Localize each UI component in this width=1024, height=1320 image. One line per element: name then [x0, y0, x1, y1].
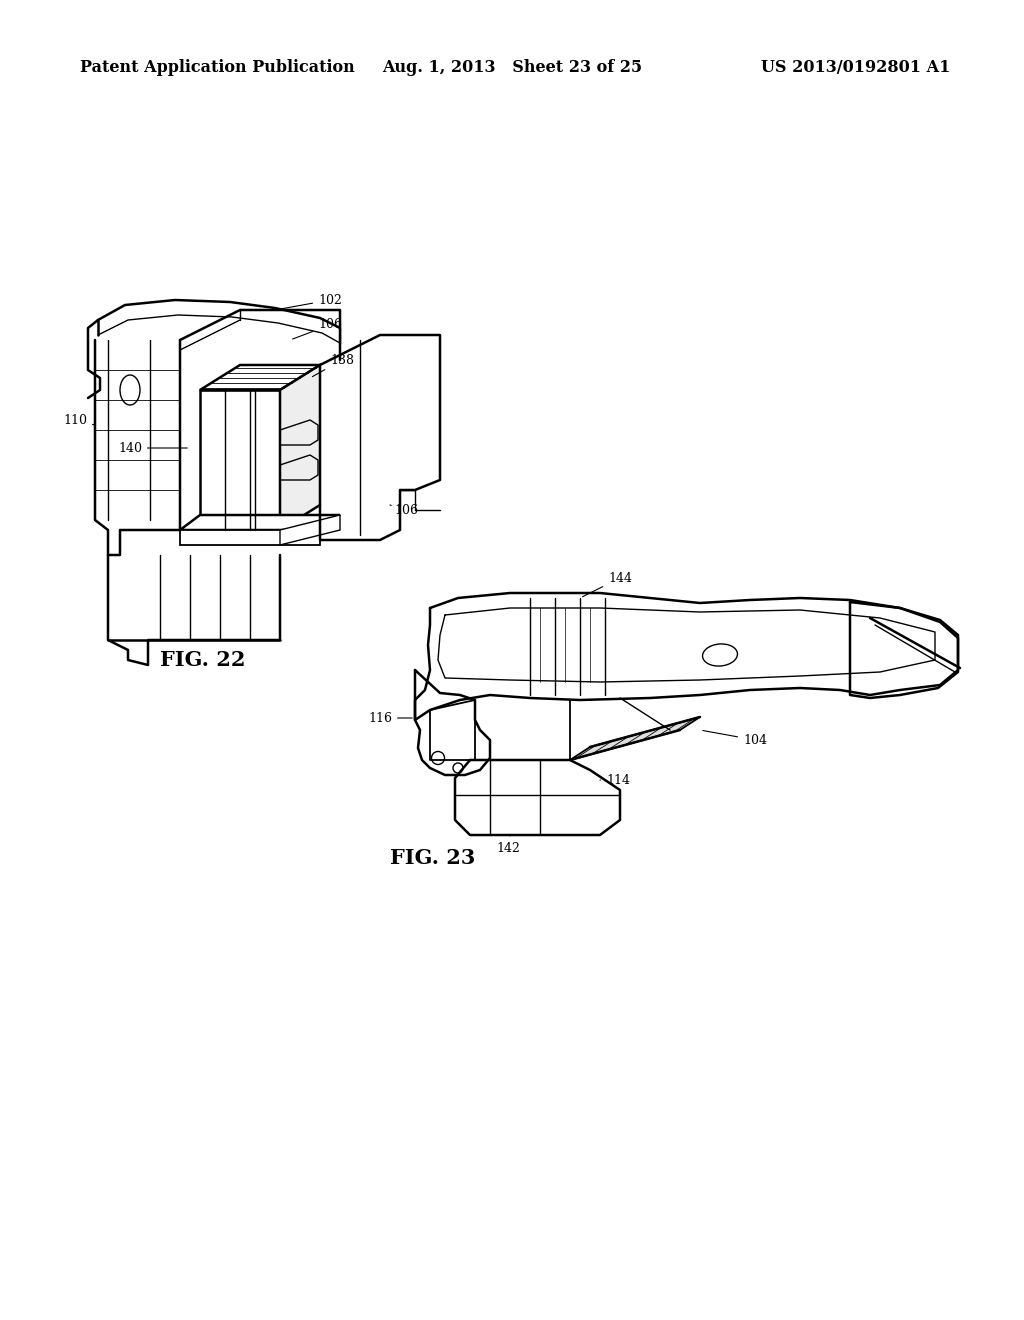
Text: 114: 114	[600, 774, 630, 787]
Polygon shape	[200, 389, 280, 531]
Polygon shape	[570, 717, 700, 760]
Polygon shape	[180, 531, 319, 545]
Text: 102: 102	[278, 293, 342, 309]
Polygon shape	[200, 366, 319, 389]
Text: 140: 140	[118, 441, 187, 454]
Text: Patent Application Publication: Patent Application Publication	[80, 59, 354, 77]
Text: 106: 106	[293, 318, 342, 339]
Text: 106: 106	[390, 503, 418, 516]
Text: Aug. 1, 2013   Sheet 23 of 25: Aug. 1, 2013 Sheet 23 of 25	[382, 59, 642, 77]
Text: FIG. 22: FIG. 22	[160, 649, 246, 671]
Polygon shape	[280, 366, 319, 531]
Text: FIG. 23: FIG. 23	[390, 847, 475, 869]
Text: 142: 142	[496, 836, 520, 854]
Text: 144: 144	[583, 572, 632, 597]
Text: 110: 110	[63, 413, 95, 426]
Text: 116: 116	[368, 711, 413, 725]
Polygon shape	[280, 515, 340, 545]
Text: 138: 138	[312, 354, 354, 376]
Text: 104: 104	[702, 730, 767, 747]
Polygon shape	[180, 515, 340, 531]
Text: US 2013/0192801 A1: US 2013/0192801 A1	[761, 59, 950, 77]
